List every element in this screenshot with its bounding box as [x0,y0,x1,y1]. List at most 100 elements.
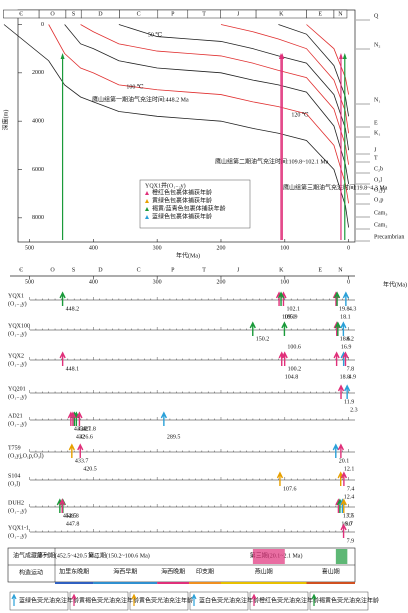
charge-age-label: 420.5 [83,466,97,472]
charge-age-arrow [334,321,341,336]
legend-arrow [311,593,317,606]
stratum-label: E [374,120,378,126]
stratum-label: T [374,155,378,161]
charge-age-label: 107.6 [283,486,297,492]
burial-curve [3,24,350,228]
burial-curve [80,24,350,165]
charge-age-arrow [281,321,288,336]
legend-label: 褐黄/蓝青色包裹体捕获年龄 [152,204,226,212]
y-tick-label: 8000 [32,215,44,221]
x-tick-label: 0 [347,245,350,251]
y-tick-label: 0 [41,22,44,28]
movement-bar [55,582,94,584]
period-label: P [171,11,175,17]
stratum-label: Cam₃ [374,210,387,216]
legend-box [139,179,251,229]
movement-bar [220,582,307,584]
legend-label: 黄绿色包裹体捕获年龄 [152,196,212,204]
charge-age-label: 109.0 [282,314,296,320]
charge-age-arrow [160,411,167,426]
well-name: YQ201 [8,386,26,392]
movement-label: 海西晚期 [161,567,185,575]
charge-age-label: 429.7 [77,426,91,432]
x-tick-label: 500 [25,245,34,251]
charge-age-label: 447.8 [66,521,80,527]
charge-age-label: 448.1 [66,366,80,372]
legend-label: 褐黄色荧光油充注年龄 [319,596,379,604]
period-label: D [98,11,103,17]
stage-bar [252,549,285,564]
y-axis-label: 深度(m) [1,110,9,131]
movement-label: 加里东晚期 [59,567,89,575]
x-tick-label-bottom: 500 [25,279,34,285]
well-formation: (O₁₋₂y) [8,507,27,514]
movement-label: 喜山期 [322,567,340,575]
charge-age-arrow [277,291,285,306]
movement-label: 燕山期 [255,567,273,575]
charge-arrowhead [60,53,65,59]
charge-age-arrow [333,351,340,366]
charge-age-label: 426.6 [79,434,93,440]
movement-label: 印支期 [196,567,214,575]
charge-age-label: 13.7 [343,513,354,519]
charge-age-arrow [59,351,66,366]
period-label: C [137,11,141,17]
legend-label: 橙红色荧光油充注年龄 [259,596,319,604]
legend-title: YQX1井(O₁₋₂y) [145,181,186,189]
stratum-label: O₃l [374,177,382,183]
period-label-bottom: O [50,267,55,273]
legend-box [9,591,69,611]
annotation: 鹰山组第二期油气充注时间:109.8~102.1 Ma [215,157,329,165]
charge-age-label: 104.8 [285,374,299,380]
charge-age-label: 18.6 [340,336,351,342]
table-head: 构造运动 [19,568,43,576]
charge-age-label: 421.8 [82,426,96,432]
legend-label: 黄褐色荧光油充注年龄 [79,596,139,604]
charge-age-label: 16.9 [341,344,352,350]
burial-curve [48,24,350,204]
legend-label: 橙红色包裹体捕获年龄 [152,188,212,196]
charge-age-label: 150.2 [256,336,270,342]
period-label-bottom: D [98,267,103,273]
movement-bar [93,582,158,584]
charge-age-label: 7.9 [347,538,355,544]
charge-age-label: 100.6 [287,344,301,350]
charge-age-label: 12.1 [344,466,355,472]
movement-bar [189,582,221,584]
well-formation: (O₁₋₂y) [8,300,27,307]
burial-curve [220,24,350,134]
well-formation: (O₁₋₂y) [8,330,27,337]
legend-label: 蓝绿色荧光油充注年龄 [19,596,79,604]
legend-arrow [191,593,197,606]
period-label: O [50,11,55,17]
stratum-label: C₂b [374,166,383,172]
stratum-label: Q [374,13,379,19]
well-name: YQX100 [8,323,30,329]
charge-age-arrow [77,443,84,458]
legend-arrow [251,593,257,606]
period-label: E [318,11,322,17]
charge-age-label: 12.4 [344,494,355,500]
charge-age-arrow [342,291,350,306]
charge-age-arrow [337,443,345,458]
well-name: T759 [8,445,21,451]
temperature-label: 50 ℃ [148,31,163,38]
charge-age-arrow [333,291,341,306]
annotation: 鹰山组第三期油气充注时间:19.8~4.3 Ma [283,183,388,191]
period-label-bottom: N [338,267,343,273]
well-formation: (O₁₋₂y) [8,532,27,539]
charge-age-label: 4.3 [349,306,357,312]
x-tick-label: 100 [280,245,289,251]
charge-age-label: 448.2 [66,306,80,312]
temperature-label: 120 ℃ [291,111,309,118]
charge-arrowhead [338,53,343,59]
charge-age-label: 7.6 [347,513,355,519]
legend-label: 蓝绿色包裹体捕获年龄 [152,212,212,220]
charge-age-arrow [276,471,284,486]
x-tick-label: 200 [216,245,225,251]
stage-label: 第一期(452.5~420.5 Ma) [37,551,99,559]
legend-box [309,591,369,611]
y-tick-label: 4000 [32,119,44,125]
charge-age-arrow [340,523,347,538]
